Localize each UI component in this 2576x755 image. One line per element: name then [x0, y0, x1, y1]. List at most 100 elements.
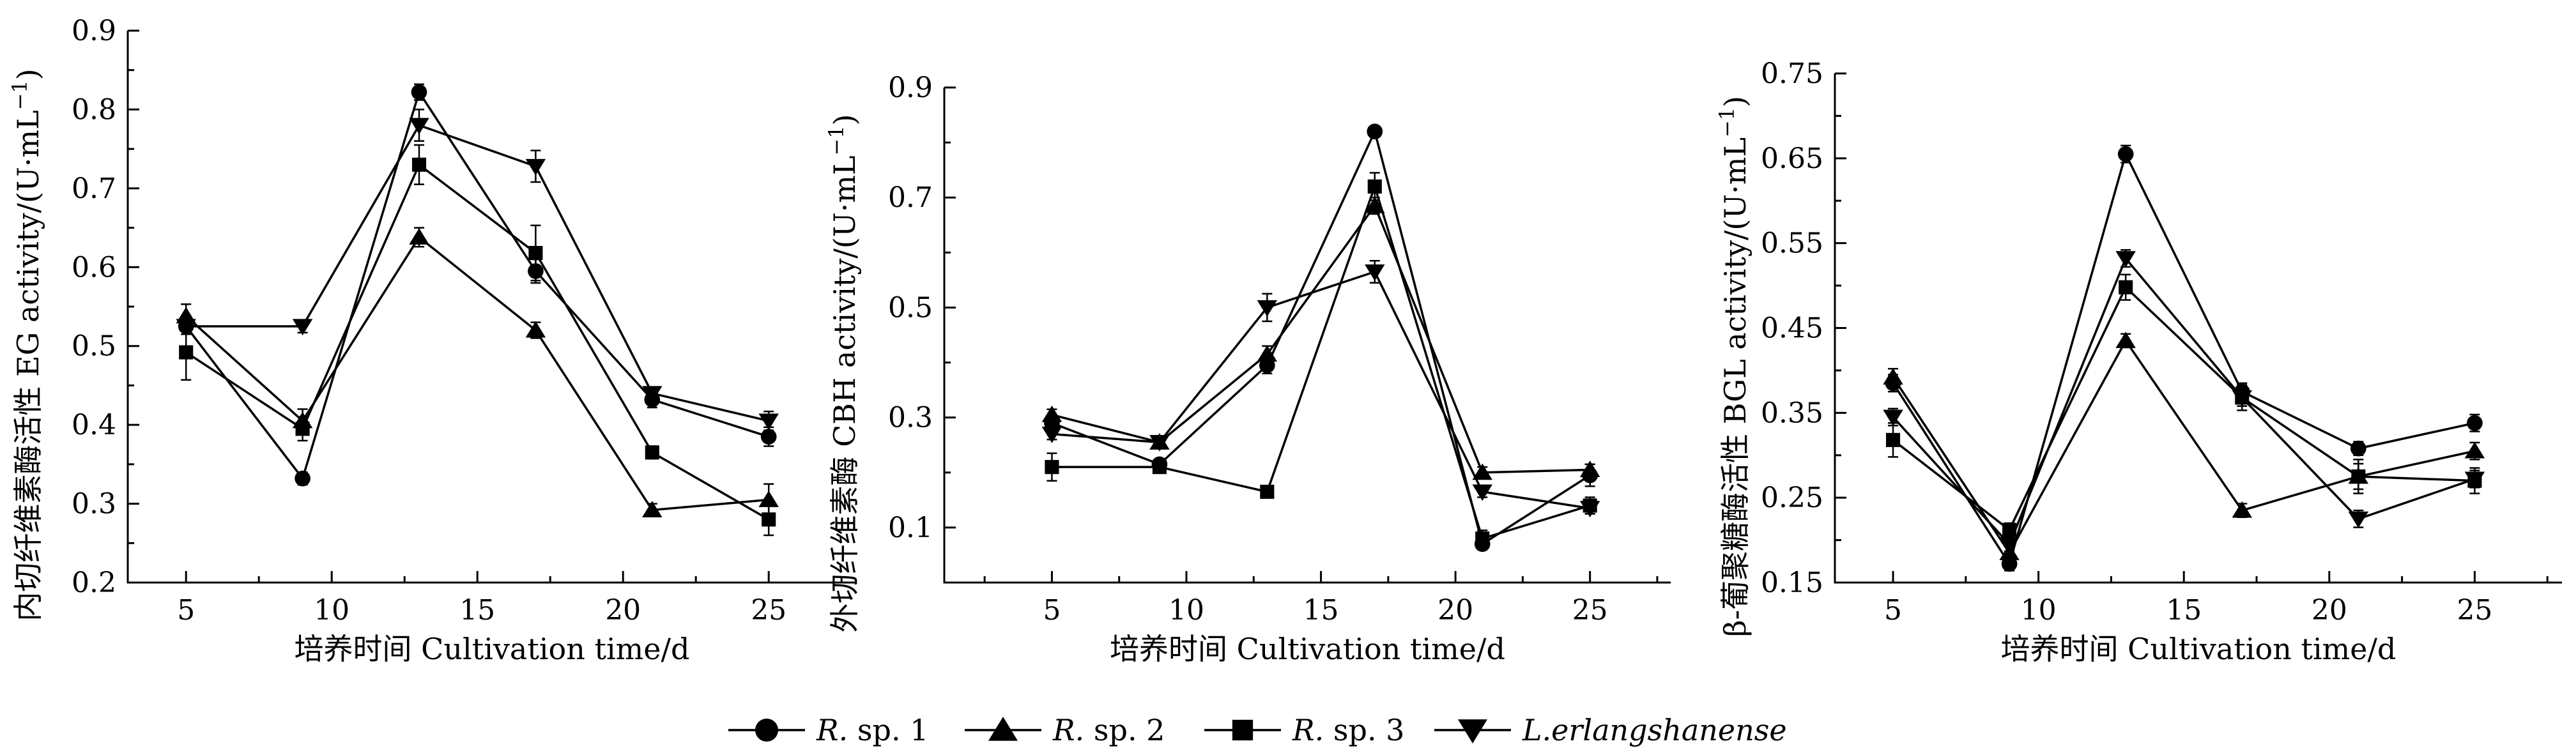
data-point — [1367, 123, 1383, 140]
data-point — [2464, 441, 2485, 459]
data-point — [1365, 196, 1385, 213]
data-point — [295, 470, 310, 487]
x-axis-title: 培养时间 Cultivation time/d — [2001, 632, 2396, 666]
y-tick-label: 0.6 — [72, 251, 116, 284]
data-point — [411, 157, 427, 172]
x-tick-label: 15 — [1303, 594, 1339, 627]
data-point — [2464, 471, 2485, 489]
y-tick-label: 0.25 — [1761, 482, 1823, 514]
data-point — [1579, 461, 1600, 477]
data-point — [642, 386, 663, 403]
series-4 — [176, 109, 779, 432]
legend: R. sp. 1 R. sp. 2 R. sp. 3 L.erlangshanense — [728, 713, 1787, 747]
data-point — [1365, 264, 1385, 281]
y-tick-label: 0.3 — [888, 402, 933, 434]
data-point — [1579, 501, 1600, 518]
y-tick-label: 0.65 — [1761, 142, 1823, 175]
data-point — [179, 345, 194, 360]
series-line — [1892, 256, 2476, 547]
data-point — [1883, 409, 1903, 427]
data-point — [642, 501, 663, 517]
x-tick-label: 5 — [177, 594, 195, 627]
x-tick-label: 20 — [2312, 594, 2347, 627]
series-line — [1052, 203, 1590, 474]
series-line — [185, 235, 769, 512]
series-line — [1052, 183, 1591, 540]
series-4 — [1883, 249, 2485, 554]
y-tick-label: 0.45 — [1761, 312, 1823, 345]
y-axis-title: β-葡聚糖酶活性 BGL activity/(U·mL−1) — [1715, 96, 1752, 637]
charts-container: 0.2 0.3 0.4 0.5 0.6 0.7 0.8 0.9 5 10 15 20 25 培养时间 Cu… — [8, 15, 2562, 666]
legend-item-1: R. sp. 1 — [728, 713, 928, 747]
y-tick-label: 0.9 — [72, 15, 116, 47]
y-tick-label: 0.35 — [1761, 397, 1823, 429]
data-point — [645, 445, 659, 460]
data-point — [525, 321, 546, 338]
data-point — [2350, 440, 2366, 457]
data-point — [1257, 345, 1278, 362]
legend-item-3: R. sp. 3 — [1204, 713, 1404, 747]
series-line — [1892, 151, 2475, 567]
data-point — [1367, 179, 1382, 194]
y-tick-label: 0.3 — [72, 488, 116, 521]
data-point — [528, 246, 543, 261]
data-point — [2351, 469, 2366, 484]
data-point — [2119, 280, 2133, 294]
legend-marker — [988, 717, 1018, 741]
series-2 — [1041, 196, 1600, 480]
x-tick-label: 10 — [314, 594, 349, 627]
data-point — [758, 413, 779, 431]
data-point — [1475, 531, 1490, 546]
y-tick-label: 0.8 — [72, 93, 116, 126]
data-point — [2117, 146, 2134, 162]
data-point — [295, 422, 310, 436]
legend-label: R. sp. 3 — [1292, 713, 1404, 747]
y-tick-label: 0.4 — [72, 409, 116, 441]
data-point — [1041, 406, 1062, 422]
y-tick-label: 0.5 — [888, 291, 933, 324]
y-tick-label: 0.7 — [72, 172, 116, 205]
y-axis-title: 外切纤维素酶 CBH activity/(U·mL−1) — [824, 114, 862, 632]
series-line — [185, 163, 770, 521]
legend-label: R. sp. 2 — [1052, 713, 1165, 747]
data-point — [292, 319, 313, 336]
legend-marker — [755, 718, 779, 742]
series-3 — [179, 144, 776, 537]
data-point — [1472, 484, 1492, 501]
chart-2: 0.1 0.3 0.5 0.7 0.9 5 10 15 20 25 培养时间 Cultivation… — [824, 72, 1671, 666]
data-point — [760, 429, 777, 445]
y-tick-label: 0.7 — [888, 181, 933, 214]
data-point — [2115, 251, 2136, 268]
x-tick-label: 5 — [1043, 594, 1061, 627]
x-axis-title: 培养时间 Cultivation time/d — [295, 632, 690, 666]
chart-3: 0.15 0.25 0.35 0.45 0.55 0.65 0.75 5 10 15 20 25 培养时… — [1715, 57, 2562, 666]
x-tick-label: 15 — [459, 594, 495, 627]
series-line — [185, 89, 769, 481]
y-tick-label: 0.9 — [888, 72, 933, 104]
x-tick-label: 25 — [2457, 594, 2492, 627]
data-point — [1999, 537, 2020, 554]
data-point — [409, 228, 429, 245]
legend-label: L.erlangshanense — [1522, 713, 1787, 747]
legend-item-4: L.erlangshanense — [1434, 713, 1787, 747]
data-point — [2348, 511, 2369, 528]
data-point — [1472, 463, 1492, 480]
x-axis-title: 培养时间 Cultivation time/d — [1110, 632, 1505, 666]
x-tick-label: 25 — [1572, 594, 1608, 627]
x-tick-label: 5 — [1884, 594, 1902, 627]
data-point — [2232, 501, 2253, 518]
series-4 — [1041, 260, 1600, 518]
data-point — [1149, 434, 1170, 452]
x-tick-label: 20 — [605, 594, 641, 627]
x-tick-label: 20 — [1438, 594, 1473, 627]
legend-marker — [1458, 719, 1487, 744]
data-point — [1257, 300, 1278, 317]
data-point — [2115, 332, 2136, 348]
data-point — [525, 158, 546, 176]
data-point — [2467, 415, 2483, 431]
data-point — [176, 319, 196, 336]
series-line — [1052, 270, 1590, 510]
y-tick-label: 0.75 — [1761, 57, 1823, 90]
y-tick-label: 0.5 — [72, 330, 116, 363]
